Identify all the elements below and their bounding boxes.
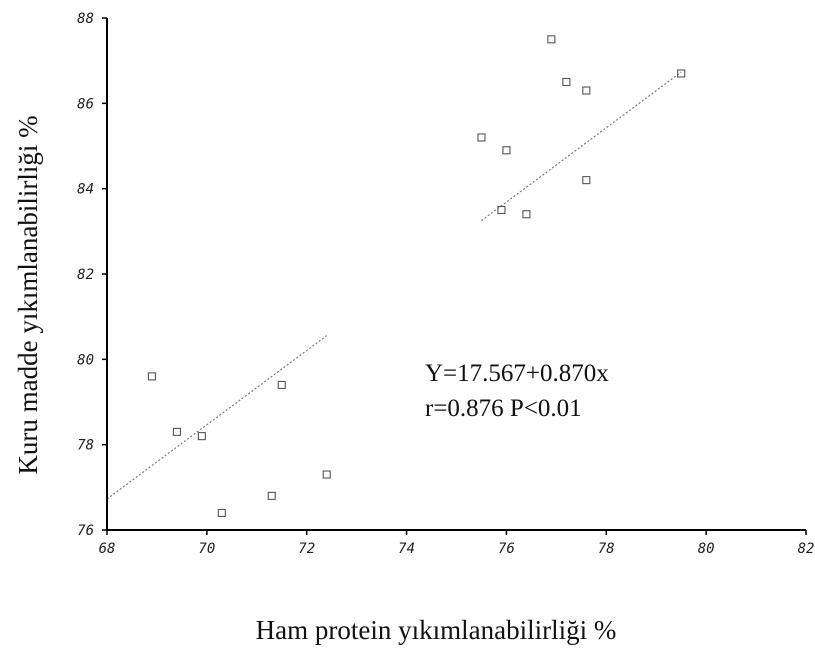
data-point	[197, 432, 206, 441]
y-tick-label: 88	[77, 11, 94, 27]
data-point	[322, 470, 331, 479]
x-tick-label: 80	[698, 541, 715, 557]
x-tick-label: 70	[198, 541, 215, 557]
regression-line-segment	[481, 71, 682, 222]
y-tick-label: 84	[77, 182, 94, 198]
y-tick-label: 86	[77, 96, 94, 112]
axes	[106, 18, 806, 531]
y-ticks: 76 78 80 82 84 86 88	[77, 11, 107, 539]
x-tick-label: 82	[798, 541, 815, 557]
regression-line-group	[106, 71, 682, 500]
data-point	[522, 210, 531, 219]
data-point	[502, 146, 511, 155]
x-tick-label: 68	[99, 541, 116, 557]
data-point	[582, 86, 591, 95]
x-tick-label: 72	[298, 541, 315, 557]
x-tick-label: 76	[498, 541, 515, 557]
data-point	[677, 69, 686, 78]
data-point	[217, 508, 226, 517]
x-ticks: 68 70 72 74 76 78 80 82	[99, 530, 815, 557]
data-point	[267, 491, 276, 500]
y-tick-label: 82	[77, 267, 94, 283]
regression-line-segment	[106, 335, 328, 500]
data-point	[497, 205, 506, 215]
y-tick-label: 78	[77, 438, 94, 454]
data-point	[562, 77, 571, 87]
y-axis-title: Kuru madde yıkımlanabilirliği %	[13, 115, 43, 474]
data-points	[147, 35, 686, 517]
x-tick-label: 78	[598, 541, 615, 557]
y-tick-label: 76	[77, 523, 94, 539]
data-point	[477, 133, 486, 142]
data-point	[147, 372, 156, 381]
regression-equation: Y=17.567+0.870x	[425, 360, 609, 387]
data-point	[582, 176, 591, 185]
y-tick-label: 80	[77, 352, 94, 368]
correlation-annotation: r=0.876 P<0.01	[425, 395, 582, 422]
x-tick-label: 74	[398, 541, 415, 557]
data-point	[547, 35, 556, 44]
x-axis-title: Ham protein yıkımlanabilirliği %	[256, 615, 617, 645]
data-point	[277, 380, 286, 389]
data-point	[172, 427, 181, 436]
